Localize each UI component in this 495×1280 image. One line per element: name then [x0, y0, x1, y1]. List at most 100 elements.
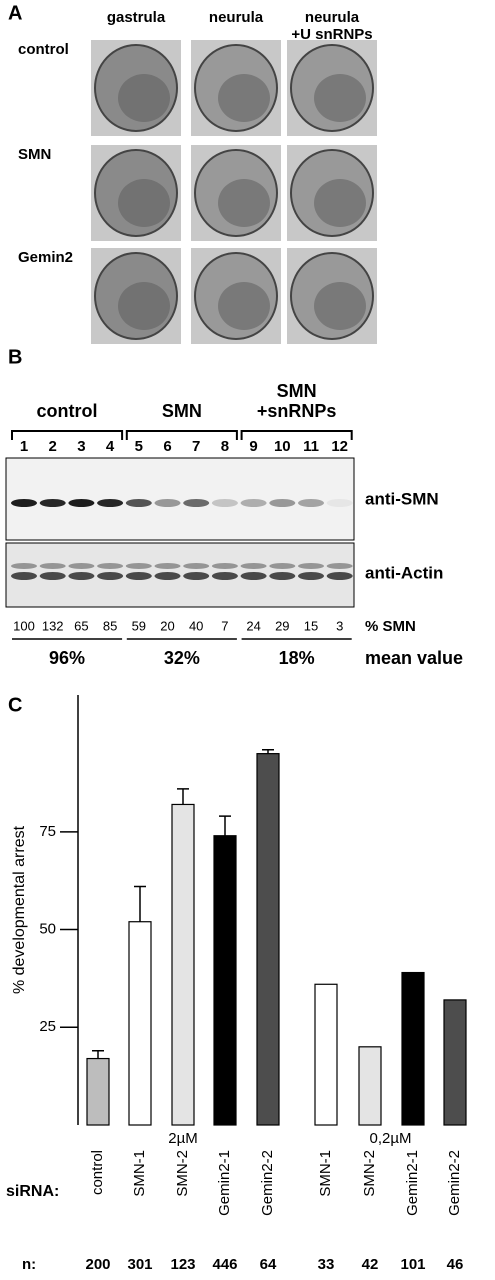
x-tick-label: Gemin2-1 — [404, 1150, 421, 1216]
error-bar — [177, 788, 189, 805]
bar — [128, 921, 152, 1126]
group-label: SMN — [277, 381, 317, 401]
error-bar — [219, 815, 231, 836]
bracket — [125, 430, 238, 440]
band — [154, 563, 181, 569]
y-tick-label: 25 — [39, 1018, 56, 1035]
panel-label: A — [8, 2, 22, 24]
percent: 132 — [42, 618, 64, 633]
n-value: 123 — [170, 1256, 195, 1273]
band — [240, 499, 267, 507]
band — [298, 499, 324, 507]
lane-number: 11 — [303, 438, 319, 455]
mean-value: 32% — [164, 648, 200, 668]
lane-number: 8 — [221, 438, 229, 455]
x-tick-label: Gemin2-1 — [216, 1150, 233, 1216]
band — [183, 572, 210, 580]
x-tick-label: SMN-1 — [317, 1150, 334, 1197]
lane-number: 5 — [135, 438, 143, 455]
lane-number: 4 — [106, 438, 115, 455]
blot — [5, 457, 355, 541]
column-label: gastrula — [107, 9, 166, 26]
column-label: neurula — [305, 9, 360, 26]
error-bar — [92, 1049, 104, 1059]
band — [298, 572, 324, 580]
percent: 65 — [74, 618, 88, 633]
embryo-shade — [218, 74, 270, 122]
n-value: 33 — [318, 1256, 335, 1273]
n-value: 446 — [212, 1256, 237, 1273]
x-axis-title: siRNA: — [6, 1183, 59, 1200]
mean-value: 18% — [279, 648, 315, 668]
band — [11, 572, 37, 580]
band — [326, 563, 353, 569]
band — [269, 572, 296, 580]
bar — [213, 835, 237, 1126]
band — [68, 572, 95, 580]
lane-number: 10 — [274, 438, 291, 455]
bar — [86, 1057, 110, 1126]
percent: 15 — [304, 618, 318, 633]
band — [183, 563, 210, 569]
percent: 29 — [275, 618, 289, 633]
y-tick-label: 75 — [39, 823, 56, 840]
lane-number: 7 — [192, 438, 200, 455]
embryo-shade — [314, 74, 366, 122]
x-tick-label: Gemin2-2 — [446, 1150, 463, 1216]
embryo-shade — [118, 179, 170, 227]
x-tick-label: SMN-2 — [361, 1150, 378, 1197]
x-tick-label: SMN-1 — [131, 1150, 148, 1197]
row-label: Gemin2 — [18, 249, 73, 266]
band — [211, 572, 238, 580]
percent: 59 — [132, 618, 146, 633]
embryo-shade — [118, 74, 170, 122]
band — [125, 572, 152, 580]
n-value: 200 — [85, 1256, 110, 1273]
embryo-shade — [218, 179, 270, 227]
band — [298, 563, 324, 569]
percent: 24 — [246, 618, 260, 633]
group-label: SMN — [162, 401, 202, 421]
error-bar — [262, 748, 274, 754]
bar — [314, 983, 338, 1126]
panel-label: C — [8, 694, 22, 716]
band — [68, 563, 95, 569]
mean-value: 96% — [49, 648, 85, 668]
y-axis-title: % developmental arrest — [11, 825, 28, 994]
percent: 85 — [103, 618, 117, 633]
band — [183, 499, 210, 507]
band — [154, 499, 181, 507]
embryo-shade — [118, 282, 170, 330]
row-label: control — [18, 41, 69, 58]
group-label: +snRNPs — [257, 401, 337, 421]
percent: 40 — [189, 618, 203, 633]
band — [211, 499, 238, 507]
band — [97, 572, 124, 580]
column-label: +U snRNPs — [291, 26, 372, 43]
band — [97, 563, 124, 569]
band — [11, 563, 37, 569]
band — [240, 563, 267, 569]
band — [326, 499, 353, 507]
blot-label: anti-Actin — [365, 563, 443, 582]
band — [154, 572, 181, 580]
band — [39, 563, 66, 569]
n-value: 42 — [362, 1256, 379, 1273]
lane-number: 12 — [331, 438, 348, 455]
x-tick-label: control — [89, 1150, 106, 1195]
n-value: 101 — [400, 1256, 425, 1273]
y-tick-label: 50 — [39, 921, 56, 938]
band — [39, 572, 66, 580]
n-value: 46 — [447, 1256, 464, 1273]
percent: 100 — [13, 618, 35, 633]
lane-number: 9 — [249, 438, 257, 455]
blot-label: anti-SMN — [365, 489, 439, 508]
bar — [256, 753, 280, 1126]
bracket — [240, 430, 353, 440]
lane-number: 6 — [163, 438, 171, 455]
band — [11, 499, 37, 507]
band — [125, 563, 152, 569]
percent: 7 — [221, 618, 228, 633]
error-bar — [134, 885, 146, 922]
